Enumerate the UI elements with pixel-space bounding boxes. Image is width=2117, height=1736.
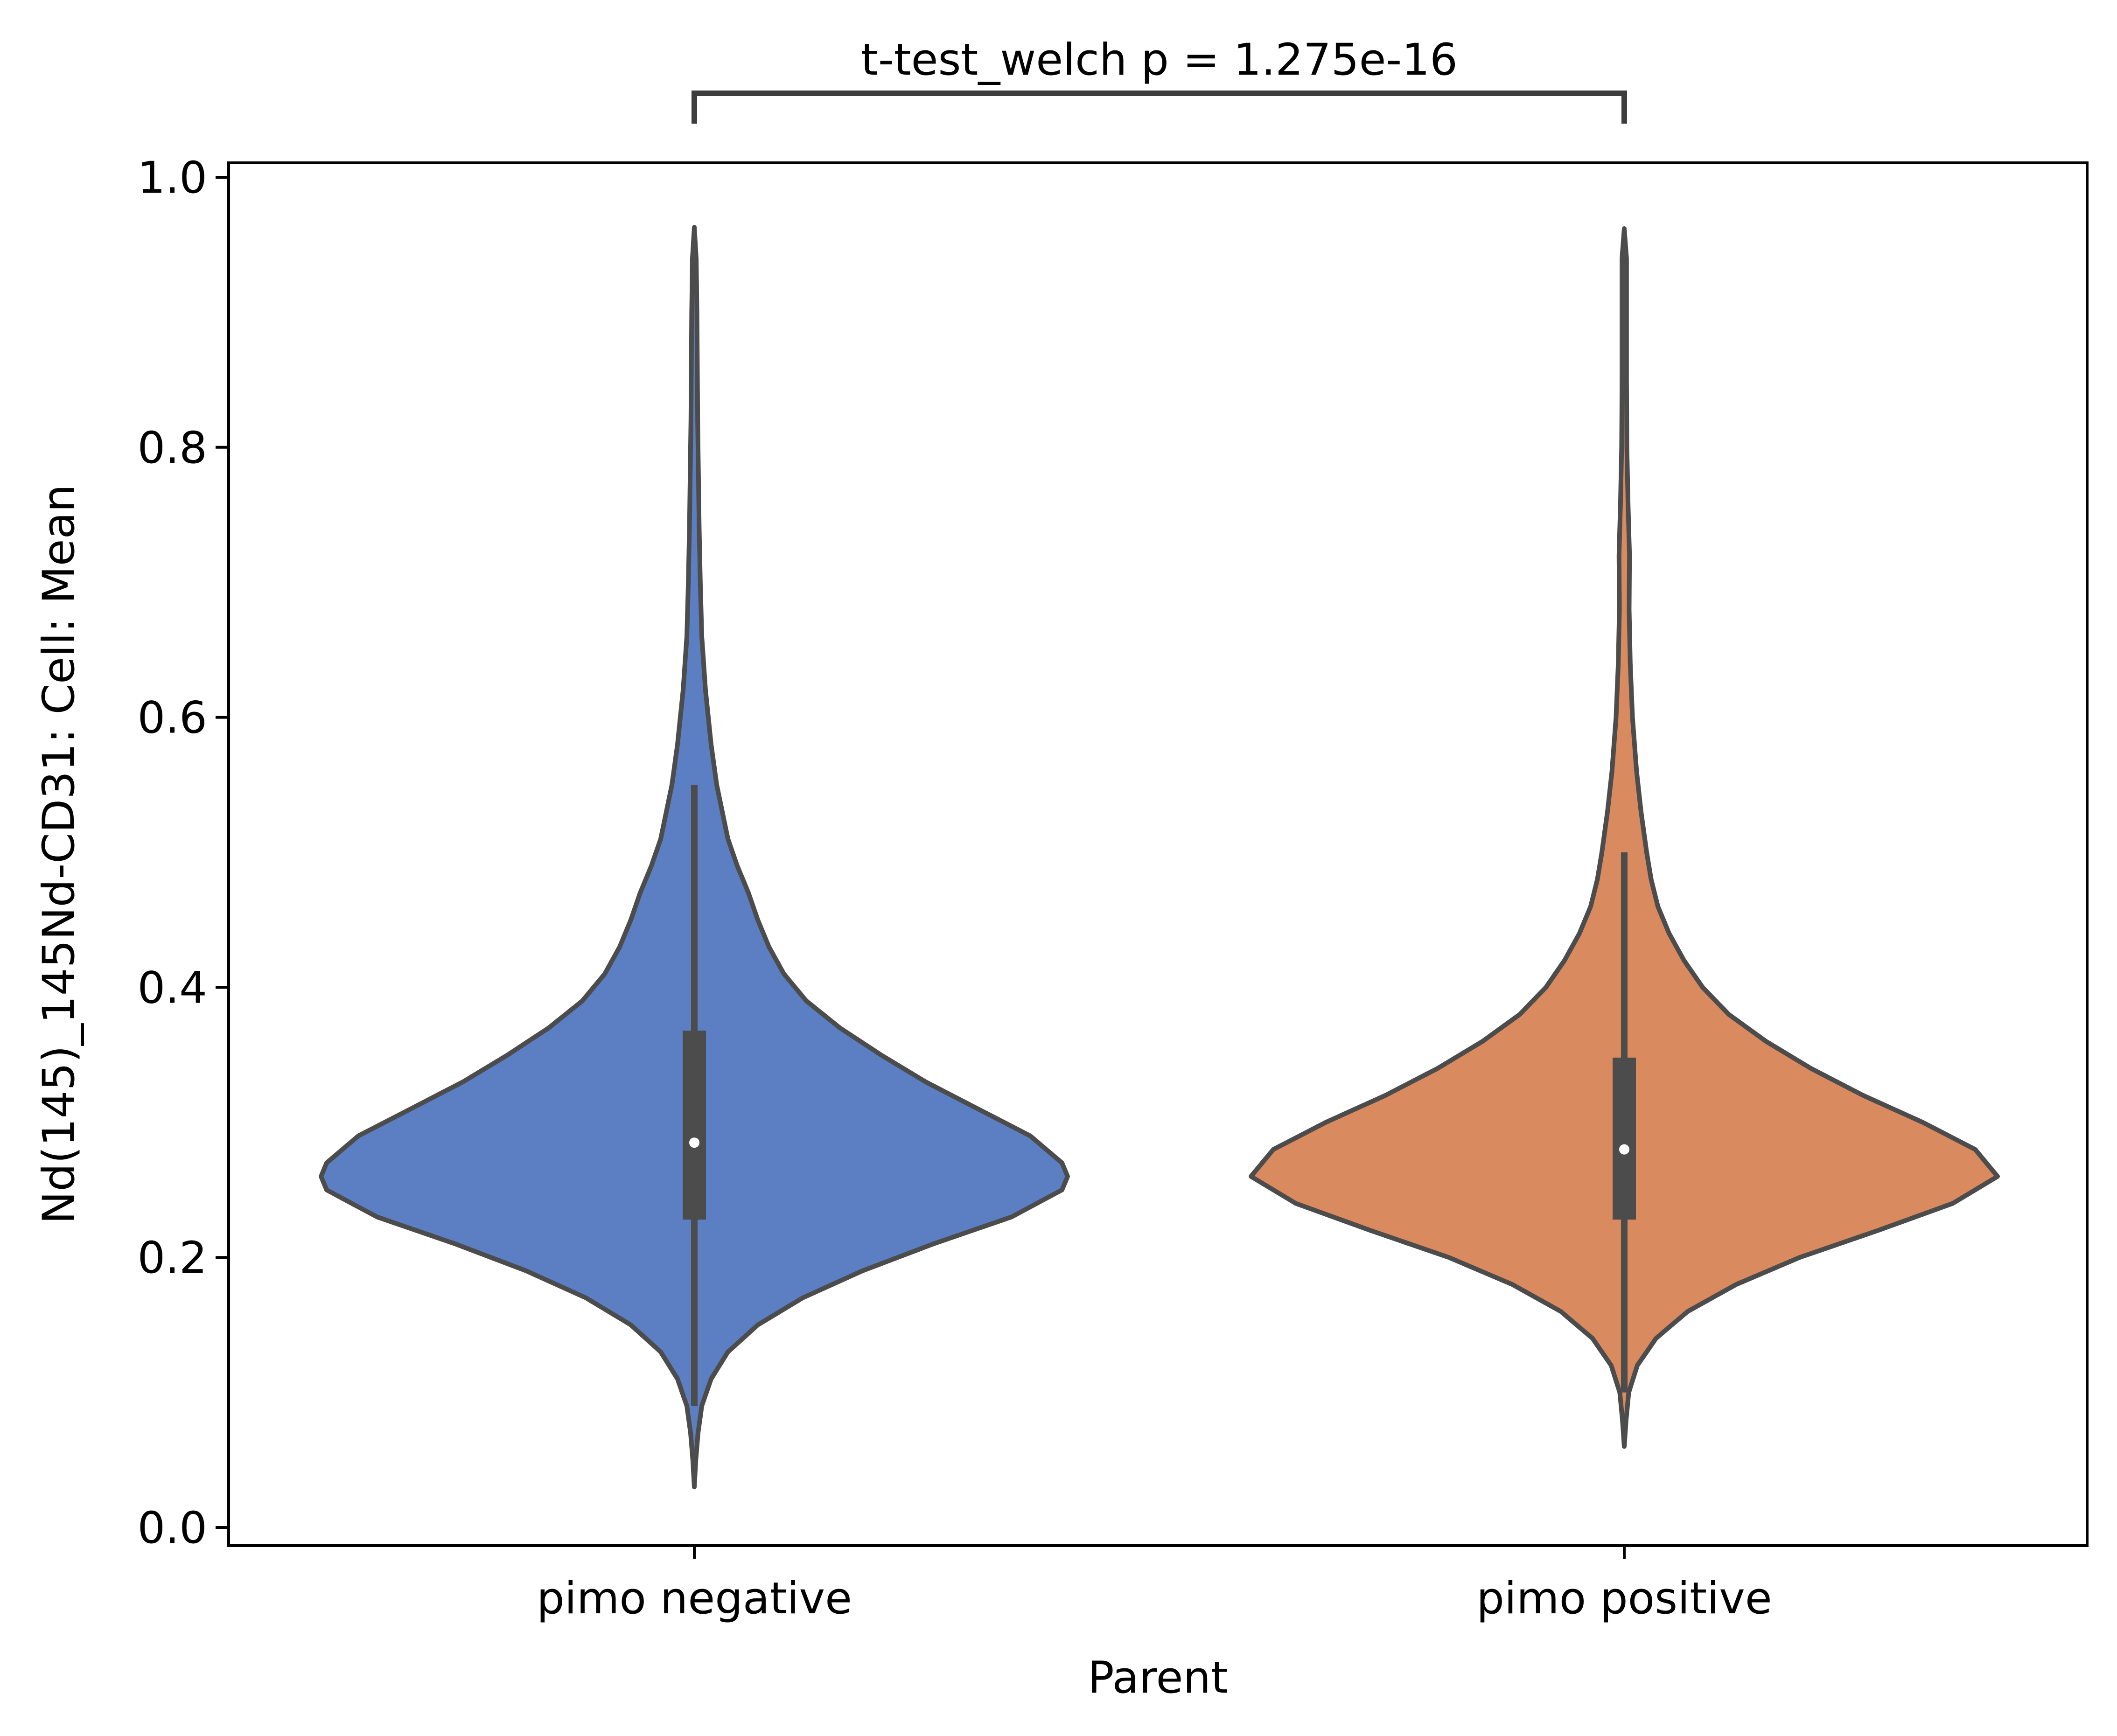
iqr-box-pimo-positive — [1613, 1057, 1636, 1220]
iqr-box-pimo-negative — [683, 1031, 706, 1220]
significance-annotation: t-test_welch p = 1.275e-16 — [692, 35, 1627, 124]
x-axis: pimo negative pimo positive — [537, 1546, 1772, 1624]
x-tick-label: pimo positive — [1476, 1573, 1772, 1624]
y-tick-label: 1.0 — [138, 153, 208, 203]
y-tick-label: 0.6 — [138, 693, 208, 744]
median-dot-pimo-negative — [689, 1137, 699, 1148]
y-axis: 0.0 0.2 0.4 0.6 0.8 1.0 — [138, 153, 229, 1554]
y-axis-label: Nd(145)_145Nd-CD31: Cell: Mean — [34, 484, 84, 1224]
y-tick-label: 0.4 — [138, 962, 208, 1013]
significance-label: t-test_welch p = 1.275e-16 — [861, 35, 1458, 85]
y-tick-label: 0.0 — [138, 1503, 208, 1554]
violin-pimo-positive — [1249, 226, 2000, 1449]
inner-boxplots — [683, 785, 1636, 1406]
plot-frame — [227, 161, 2089, 1547]
significance-bracket — [692, 91, 1627, 124]
y-tick-label: 0.8 — [138, 423, 208, 474]
x-axis-label: Parent — [1088, 1652, 1228, 1703]
y-tick-label: 0.2 — [138, 1233, 208, 1283]
median-dot-pimo-positive — [1619, 1144, 1629, 1155]
x-tick-label: pimo negative — [537, 1573, 852, 1624]
violins — [319, 225, 2000, 1490]
